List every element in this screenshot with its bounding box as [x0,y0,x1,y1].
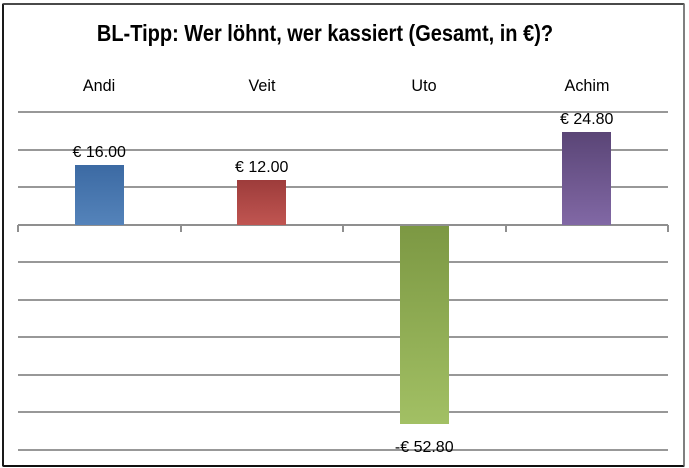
category-label-andi: Andi [83,76,116,95]
axis-tick [342,224,344,232]
chart-title: BL-Tipp: Wer löhnt, wer kassiert (Gesamt… [96,20,554,46]
gridline [18,298,668,301]
gridline [18,111,668,113]
bar-andi [74,164,124,225]
gridline [18,186,668,188]
data-label-achim: € 24.80 [560,110,614,128]
axis-tick [179,224,182,232]
category-label-uto: Uto [411,76,437,95]
gridline [18,336,668,338]
gridline [18,261,668,263]
data-label-andi: € 16.00 [72,143,126,161]
axis-tick [667,224,669,232]
category-label-veit: Veit [248,76,276,95]
gridline [18,448,668,451]
chart-frame-border [2,3,685,467]
category-label-achim: Achim [564,76,610,95]
gridline [18,148,668,151]
gridline [18,373,668,376]
bar-uto [399,225,449,424]
data-label-uto: -€ 52.80 [394,438,454,456]
data-label-veit: € 12.00 [235,158,289,176]
bar-achim [562,131,612,225]
bar-veit [237,179,287,225]
axis-tick [17,224,19,232]
axis-tick [504,224,507,232]
gridline [18,411,668,413]
